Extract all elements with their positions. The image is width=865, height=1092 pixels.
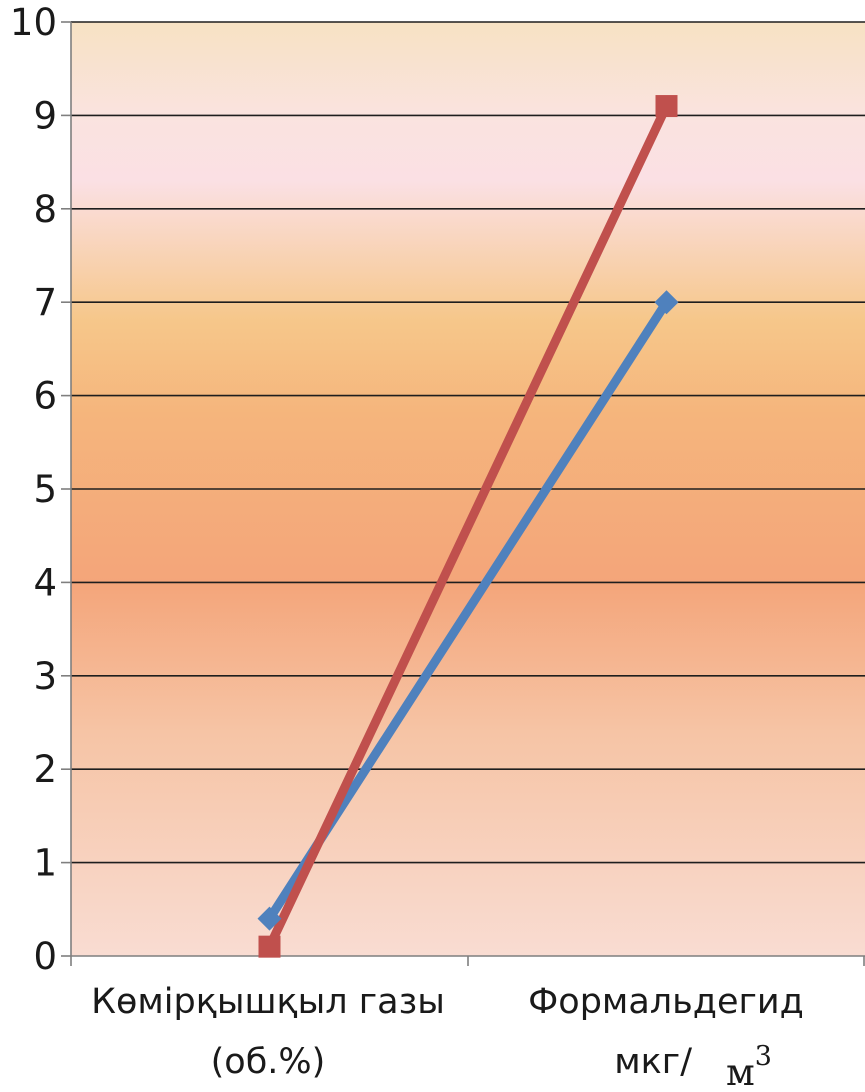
- y-tick-label: 9: [33, 94, 57, 137]
- x-tick-label-1: Формальдегид мкг/ м3: [528, 982, 804, 1092]
- y-tick-label: 6: [33, 375, 57, 418]
- series-1-line: [265, 101, 671, 952]
- y-tick-label: 1: [33, 842, 57, 885]
- category-label-1-line-1: Формальдегид: [528, 982, 804, 1022]
- series-layer: [257, 95, 679, 958]
- y-tick-label: 8: [33, 188, 57, 231]
- category-label-0-line-2: (об.%): [211, 1042, 326, 1082]
- series-1-point-1: [655, 95, 678, 118]
- category-label-1-line-2: мкг/: [614, 1042, 692, 1082]
- y-tick-label: 10: [10, 1, 57, 44]
- gridlines: [71, 21, 865, 864]
- unit-label: м3: [726, 1041, 772, 1092]
- unit-base: м: [726, 1051, 755, 1092]
- x-tick-label-0: Көмірқышқыл газы (об.%): [91, 982, 445, 1082]
- category-label-0-line-1: Көмірқышқыл газы: [91, 982, 445, 1022]
- x-axis: [70, 955, 865, 966]
- y-tick-label: 4: [33, 561, 57, 604]
- y-tick-label: 0: [33, 935, 57, 978]
- series-0-point-1: [654, 290, 679, 315]
- y-axis: 0 1 2 3 4 5 6 7 8 9 10: [10, 1, 72, 978]
- y-tick-label: 7: [33, 281, 57, 324]
- y-tick-label: 3: [33, 655, 57, 698]
- y-tick-label: 5: [33, 468, 57, 511]
- series-0-point-0: [257, 906, 282, 931]
- series-1-point-0: [258, 935, 281, 958]
- y-tick-label: 2: [33, 748, 57, 791]
- unit-superscript: 3: [755, 1041, 772, 1072]
